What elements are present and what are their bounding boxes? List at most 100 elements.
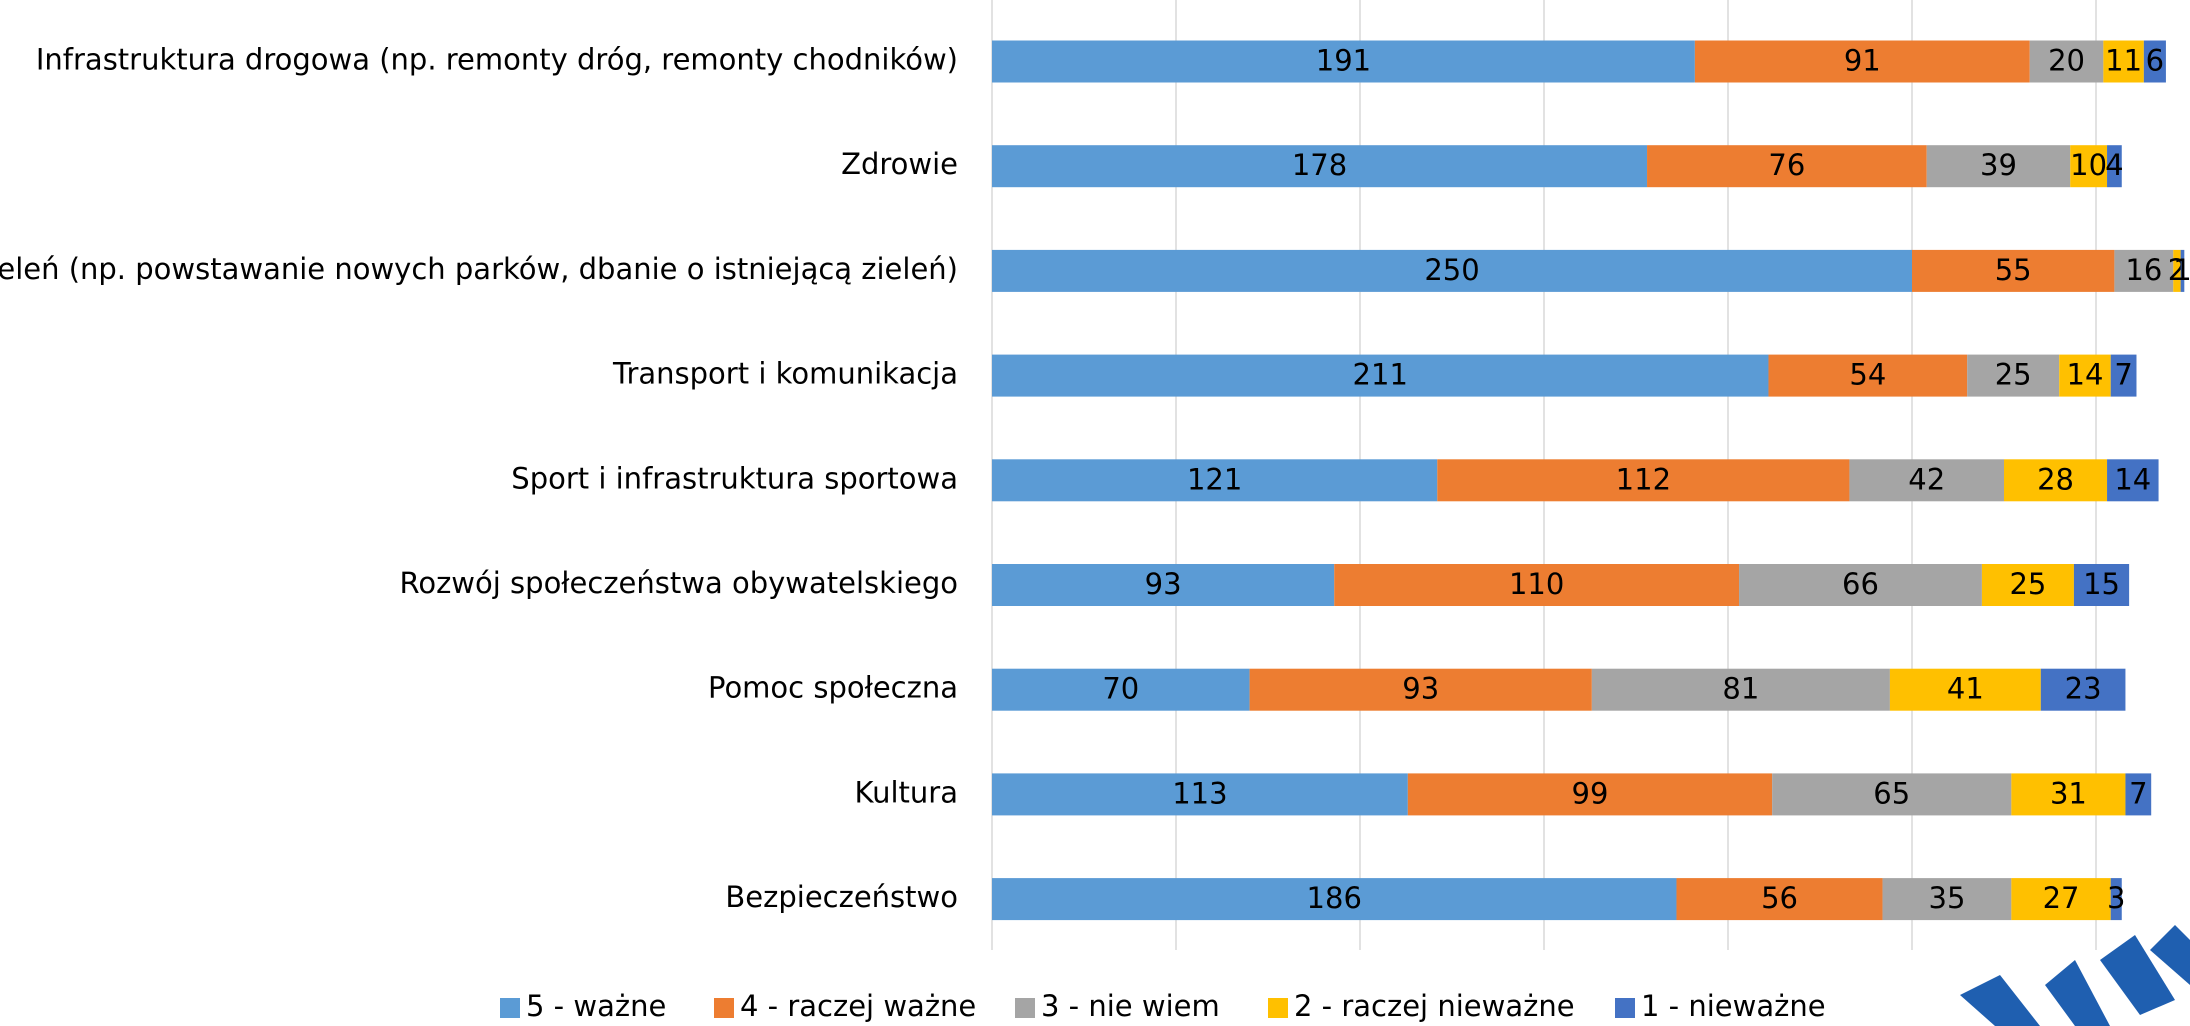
bar-segment — [992, 773, 1408, 816]
legend-swatch — [714, 998, 734, 1018]
data-label: 7 — [2129, 776, 2147, 810]
bar-segment — [2107, 459, 2159, 502]
bar-segment — [1334, 564, 1740, 606]
legend-label: 5 - ważne — [526, 989, 666, 1023]
bar-segment — [1694, 40, 2030, 83]
category-label: Zieleń (np. powstawanie nowych parków, d… — [0, 252, 958, 286]
bar-segment — [992, 249, 1912, 292]
data-label: 25 — [1995, 358, 2032, 392]
bar-segment — [1739, 564, 1982, 606]
data-label: 3 — [2107, 881, 2125, 915]
bar-segment — [1882, 878, 2012, 921]
bar-segment — [1889, 668, 2041, 711]
data-label: 70 — [1102, 672, 1139, 706]
data-label: 55 — [1995, 253, 2032, 287]
legend-label: 2 - raczej nieważne — [1294, 989, 1575, 1023]
data-label: 7 — [2114, 358, 2132, 392]
data-label: 39 — [1980, 148, 2017, 182]
legend-swatch — [1015, 998, 1035, 1018]
bar-segment — [992, 668, 1250, 711]
bar-segment — [1849, 459, 2004, 502]
bar-segment — [992, 145, 1648, 188]
bar-segment — [2173, 249, 2181, 292]
bar-segment — [1967, 354, 2060, 397]
data-label: 93 — [1145, 567, 1182, 601]
bar-segment — [2059, 354, 2111, 397]
legend-label: 3 - nie wiem — [1041, 989, 1220, 1023]
data-label: 11 — [2105, 44, 2142, 78]
bar-segment — [2004, 459, 2108, 502]
data-label: 191 — [1316, 44, 1371, 78]
bar-segment — [2073, 564, 2130, 606]
data-label: 113 — [1172, 776, 1227, 810]
legend-swatch — [500, 998, 520, 1018]
data-label: 112 — [1616, 462, 1671, 496]
data-label: 31 — [2050, 776, 2087, 810]
data-label: 250 — [1424, 253, 1479, 287]
bar-segment — [992, 878, 1677, 921]
category-label: Kultura — [855, 775, 958, 809]
bar-segment — [1772, 773, 2012, 816]
data-label: 54 — [1849, 358, 1886, 392]
bar-segment — [2011, 878, 2111, 921]
data-label: 121 — [1187, 462, 1242, 496]
data-label: 91 — [1844, 44, 1881, 78]
bar-segment — [1647, 145, 1927, 188]
bar-segment — [1912, 249, 2115, 292]
data-label: 42 — [1908, 462, 1945, 496]
bar-segment — [1407, 773, 1773, 816]
bar-segment — [992, 354, 1769, 397]
bar-segment — [2110, 354, 2137, 397]
bar-segment — [2029, 40, 2104, 83]
logo — [1960, 925, 2190, 1026]
data-label: 56 — [1761, 881, 1798, 915]
bar-segment — [2114, 249, 2174, 292]
bar-segment — [2070, 145, 2108, 188]
bar-segment — [2143, 40, 2166, 83]
legend-label: 4 - raczej ważne — [740, 989, 976, 1023]
data-label: 66 — [1842, 567, 1879, 601]
category-label: Rozwój społeczeństwa obywatelskiego — [400, 566, 959, 600]
data-label: 15 — [2083, 567, 2120, 601]
data-label: 28 — [2037, 462, 2074, 496]
data-label: 6 — [2146, 44, 2164, 78]
category-label: Zdrowie — [841, 147, 958, 181]
data-label: 81 — [1722, 672, 1759, 706]
data-label: 110 — [1509, 567, 1564, 601]
data-label: 211 — [1353, 358, 1408, 392]
data-label: 14 — [2067, 358, 2104, 392]
data-label: 23 — [2065, 672, 2102, 706]
bar-segment — [2107, 145, 2122, 188]
legend-label: 1 - nieważne — [1641, 989, 1826, 1023]
category-label: Pomoc społeczna — [708, 671, 958, 705]
data-label: 41 — [1947, 672, 1984, 706]
bar-segment — [1676, 878, 1883, 921]
data-label: 27 — [2043, 881, 2080, 915]
bar-segment — [1437, 459, 1850, 502]
legend-swatch — [1268, 998, 1288, 1018]
data-label: 4 — [2105, 148, 2123, 182]
legend-swatch — [1615, 998, 1635, 1018]
category-label: Infrastruktura drogowa (np. remonty dróg… — [36, 43, 958, 77]
data-label: 65 — [1873, 776, 1910, 810]
data-label: 76 — [1768, 148, 1805, 182]
data-label: 93 — [1402, 672, 1439, 706]
data-label: 178 — [1292, 148, 1347, 182]
bar-segment — [2040, 668, 2126, 711]
bar-segment — [2180, 249, 2185, 292]
bar-segment — [1926, 145, 2071, 188]
bar-segment — [2110, 878, 2122, 921]
bar-segment — [2103, 40, 2144, 83]
bar-segment — [2011, 773, 2126, 816]
bar-segment — [1249, 668, 1592, 711]
bar-segment — [2125, 773, 2152, 816]
data-label: 186 — [1307, 881, 1362, 915]
bar-segment — [1981, 564, 2074, 606]
category-label: Sport i infrastruktura sportowa — [511, 461, 958, 495]
data-label: 99 — [1572, 776, 1609, 810]
data-label: 16 — [2125, 253, 2162, 287]
bar-segment — [992, 459, 1438, 502]
data-label: 14 — [2114, 462, 2151, 496]
